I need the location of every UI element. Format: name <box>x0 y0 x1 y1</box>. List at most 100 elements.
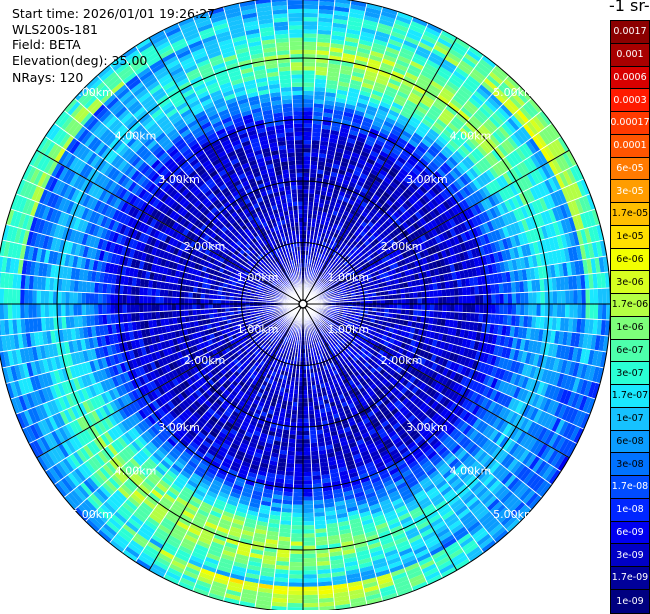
ppi-gate-cell <box>405 309 410 315</box>
ppi-gate-cell <box>303 66 315 70</box>
ppi-gate-cell <box>299 382 303 386</box>
ppi-gate-cell <box>303 79 315 83</box>
ppi-gate-cell <box>313 103 324 108</box>
ppi-gate-cell <box>466 286 471 295</box>
ppi-gate-cell <box>438 297 442 304</box>
ppi-gate-cell <box>298 402 303 406</box>
ppi-gate-cell <box>474 313 479 322</box>
ppi-gate-cell <box>303 533 315 537</box>
ppi-gate-cell <box>291 529 303 533</box>
ppi-gate-cell <box>298 390 303 394</box>
ppi-gate-cell <box>285 467 294 472</box>
ppi-gate-cell <box>573 304 578 318</box>
ppi-gate-cell <box>295 447 303 451</box>
ppi-gate-cell <box>495 283 500 294</box>
ppi-gate-cell <box>310 430 317 435</box>
ppi-gate-cell <box>495 314 500 325</box>
ppi-gate-cell <box>470 286 475 295</box>
ppi-gate-cell <box>573 290 578 304</box>
ppi-gate-cell <box>454 288 459 296</box>
ppi-gate-cell <box>303 173 310 177</box>
ppi-gate-cell <box>310 173 317 178</box>
ppi-gate-cell <box>430 297 434 304</box>
ppi-gate-cell <box>281 508 292 513</box>
ppi-gate-cell <box>291 521 303 525</box>
ppi-gate-cell <box>312 479 322 484</box>
ppi-gate-cell <box>284 479 294 484</box>
ppi-gate-cell <box>303 95 314 99</box>
ppi-gate-cell <box>303 431 310 435</box>
ppi-gate-cell <box>303 578 318 583</box>
ppi-gate-cell <box>462 312 467 321</box>
ppi-gate-cell <box>410 304 414 310</box>
ppi-gate-cell <box>430 304 434 311</box>
ppi-gate-cell <box>416 285 421 292</box>
ppi-gate-cell <box>590 304 595 319</box>
ppi-gate-cell <box>590 289 595 304</box>
ppi-gate-cell <box>507 282 512 293</box>
ppi-gate-cell <box>303 124 312 128</box>
ppi-gate-cell <box>315 417 322 422</box>
ppi-gate-cell <box>393 299 397 304</box>
ppi-gate-cell <box>303 62 316 66</box>
ppi-gate-cell <box>553 304 557 317</box>
ppi-gate-cell <box>303 128 312 132</box>
ppi-gate-cell <box>463 304 467 313</box>
ppi-gate-cell <box>475 295 479 304</box>
ppi-gate-cell <box>532 292 536 304</box>
ppi-gate-cell <box>303 398 308 402</box>
ppi-gate-cell <box>313 500 324 505</box>
ppi-gate-cell <box>429 311 434 318</box>
ppi-gate-cell <box>478 313 483 323</box>
ppi-gate-cell <box>577 289 582 304</box>
ppi-gate-cell <box>422 304 426 310</box>
ppi-gate-cell <box>303 439 310 443</box>
ppi-gate-cell <box>309 194 315 199</box>
ppi-gate-cell <box>296 443 304 447</box>
ppi-gate-cell <box>303 603 319 608</box>
ppi-gate-cell <box>303 476 312 480</box>
ppi-gate-cell <box>303 156 311 160</box>
ppi-gate-cell <box>303 542 316 546</box>
ppi-gate-cell <box>283 492 293 497</box>
ppi-gate-cell <box>303 513 314 517</box>
ppi-gate-cell <box>310 165 318 170</box>
ppi-gate-cell <box>438 289 443 297</box>
ppi-gate-cell <box>314 99 325 104</box>
ppi-gate-cell <box>467 295 471 304</box>
ppi-gate-cell <box>292 509 303 513</box>
ppi-gate-cell <box>311 459 320 464</box>
ppi-gate-cell <box>303 525 315 529</box>
ppi-gate-cell <box>286 463 295 468</box>
ppi-gate-cell <box>285 475 294 480</box>
ppi-gate-cell <box>288 591 303 596</box>
ppi-gate-cell <box>565 304 570 318</box>
ppi-gate-cell <box>418 298 422 304</box>
ppi-gate-cell <box>292 402 298 407</box>
ppi-gate-cell <box>290 558 304 562</box>
ppi-gate-cell <box>405 304 409 310</box>
ppi-gate-cell <box>462 287 467 296</box>
ppi-gate-cell <box>288 447 296 452</box>
ppi-gate-cell <box>442 297 446 305</box>
ppi-gate-cell <box>308 198 314 203</box>
ppi-gate-cell <box>310 169 317 174</box>
ppi-gate-cell <box>310 161 318 166</box>
ppi-gate-cell <box>459 296 463 304</box>
ppi-gate-cell <box>303 509 314 513</box>
ppi-gate-cell <box>291 410 297 415</box>
ppi-gate-cell <box>303 25 318 30</box>
ppi-gate-cell <box>303 70 315 74</box>
ppi-gate-cell <box>303 390 308 394</box>
ppi-gate-cell <box>520 304 524 316</box>
ppi-gate-cell <box>541 291 545 304</box>
ppi-gate-cell <box>308 202 314 207</box>
ppi-gate-cell <box>303 13 318 18</box>
ppi-gate-cell <box>303 148 311 152</box>
ppi-gate-cell <box>541 304 545 317</box>
ppi-gate-cell <box>405 293 410 299</box>
ppi-gate-cell <box>303 222 307 226</box>
ppi-gate-cell <box>303 17 318 22</box>
ppi-gate-cell <box>446 312 451 320</box>
